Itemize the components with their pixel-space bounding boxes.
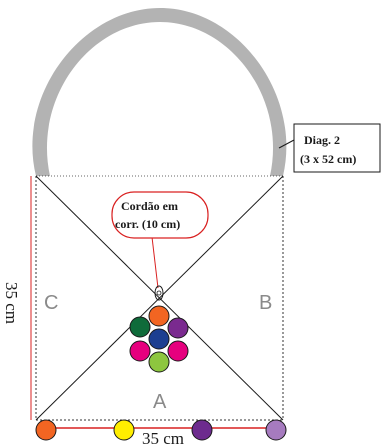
strap-callout-box (293, 123, 381, 173)
flower-bead-pink-left (129, 340, 151, 362)
corner-label-left: C (44, 292, 58, 314)
bottom-bead-purple (191, 419, 213, 441)
strap-callout-leader (278, 139, 295, 149)
strap-arch (32, 8, 287, 176)
bottom-bead-orange (35, 419, 57, 441)
flower-bead-green (129, 316, 151, 338)
diagonal-line-2 (35, 175, 284, 421)
bottom-bead-yellow (113, 419, 135, 441)
cord-loop-knot (156, 290, 162, 296)
cord-loop (154, 285, 164, 301)
cord-callout-line1: Cordão em (121, 199, 178, 213)
flower-bead-lightgreen (148, 351, 170, 373)
cord-callout-leader (151, 236, 159, 289)
flower-bead-pink-right (167, 340, 189, 362)
strap-callout-line1: Diag. 2 (304, 133, 340, 147)
width-dimension-label: 35 cm (142, 429, 184, 446)
flower-bead-center-blue (148, 328, 170, 350)
cord-callout-line2: corr. (10 cm) (115, 217, 180, 231)
corner-label-bottom: A (153, 391, 167, 413)
bottom-bead-lilac (265, 419, 287, 441)
height-dimension-label: 35 cm (2, 282, 21, 324)
corner-label-right: B (259, 292, 272, 314)
cord-callout-box (111, 191, 209, 239)
flower-bead-orange (148, 305, 170, 327)
flower-bead-purple (167, 317, 189, 339)
strap-callout-line2: (3 x 52 cm) (300, 152, 356, 166)
